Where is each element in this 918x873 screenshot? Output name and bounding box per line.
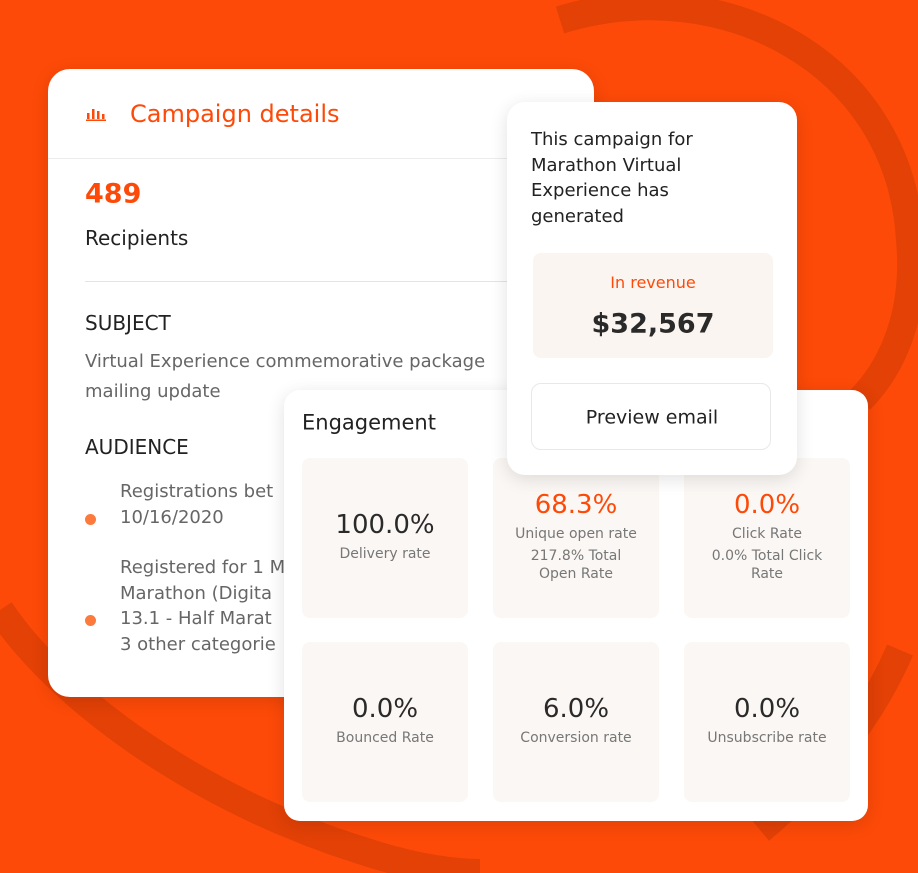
metric-label: Click Rate — [732, 526, 802, 542]
subject-heading: SUBJECT — [85, 311, 171, 335]
metric-detail: 217.8% Total — [530, 548, 622, 564]
metric-label: Delivery rate — [339, 546, 431, 562]
metric-value: 0.0% — [733, 694, 801, 724]
audience-heading: AUDIENCE — [85, 435, 189, 459]
subject-line: Virtual Experience commemorative package — [85, 351, 486, 372]
bullet — [85, 615, 96, 627]
card-title: Campaign details — [130, 100, 340, 128]
engagement-card: Engagement 100.0% Delivery rate 68.3% Uniqu… — [284, 390, 868, 821]
recipients-label: Recipients — [85, 226, 189, 250]
button-label[interactable]: Preview email — [585, 406, 719, 429]
divider — [85, 281, 594, 282]
metric-detail: Open Rate — [539, 566, 613, 582]
metric-tile: 100.0% Delivery rate — [302, 458, 468, 618]
engagement-title: Engagement — [302, 410, 436, 435]
preview-button[interactable]: Preview email — [531, 383, 771, 450]
revenue-amount: $32,567 — [591, 308, 715, 340]
metric-value: 68.3% — [534, 490, 618, 520]
audience-line: Marathon (Digita — [120, 582, 272, 604]
metric-tile: 0.0% Unsubscribe rate — [684, 642, 850, 802]
metric-detail: Rate — [750, 566, 784, 582]
chart-icon — [86, 109, 106, 121]
metric-detail: 0.0% Total Click — [711, 548, 823, 564]
metric-value: 100.0% — [335, 510, 435, 540]
audience-line: Registrations bet — [120, 481, 274, 502]
subject-line: mailing update — [85, 381, 221, 402]
metric-label: Bounced Rate — [336, 730, 434, 746]
metric-label: Unique open rate — [515, 526, 637, 542]
intro-line: Experience has — [531, 180, 669, 201]
bullet — [85, 513, 96, 525]
audience-line: 13.1 - Half Marat — [120, 608, 272, 629]
audience-line: 3 other categorie — [120, 633, 276, 655]
metric-value: 0.0% — [733, 490, 801, 520]
metric-tile: 68.3% Unique open rate 217.8% Total Open Ra… — [493, 458, 659, 618]
metric-label: Unsubscribe rate — [707, 730, 827, 746]
metric-value: 0.0% — [351, 694, 419, 724]
metric-tile: 6.0% Conversion rate — [493, 642, 659, 802]
revenue-label: In revenue — [610, 273, 696, 292]
metric-label: Conversion rate — [520, 730, 632, 746]
intro-line: This campaign for — [531, 129, 693, 150]
divider — [48, 158, 594, 159]
metric-value: 6.0% — [542, 694, 610, 724]
recipients-count: 489 — [85, 178, 142, 210]
intro-line: generated — [531, 205, 624, 227]
revenue-box: In revenue $32,567 — [533, 253, 773, 358]
metric-tile: 0.0% Click Rate 0.0% Total Click Rate — [684, 458, 850, 618]
metric-tile: 0.0% Bounced Rate — [302, 642, 468, 802]
revenue-card: In revenue $32,567 Preview email This ca… — [507, 102, 797, 475]
intro-line: Marathon Virtual — [531, 154, 682, 176]
audience-line: 10/16/2020 — [120, 506, 224, 528]
audience-line: Registered for 1 M — [120, 557, 286, 578]
